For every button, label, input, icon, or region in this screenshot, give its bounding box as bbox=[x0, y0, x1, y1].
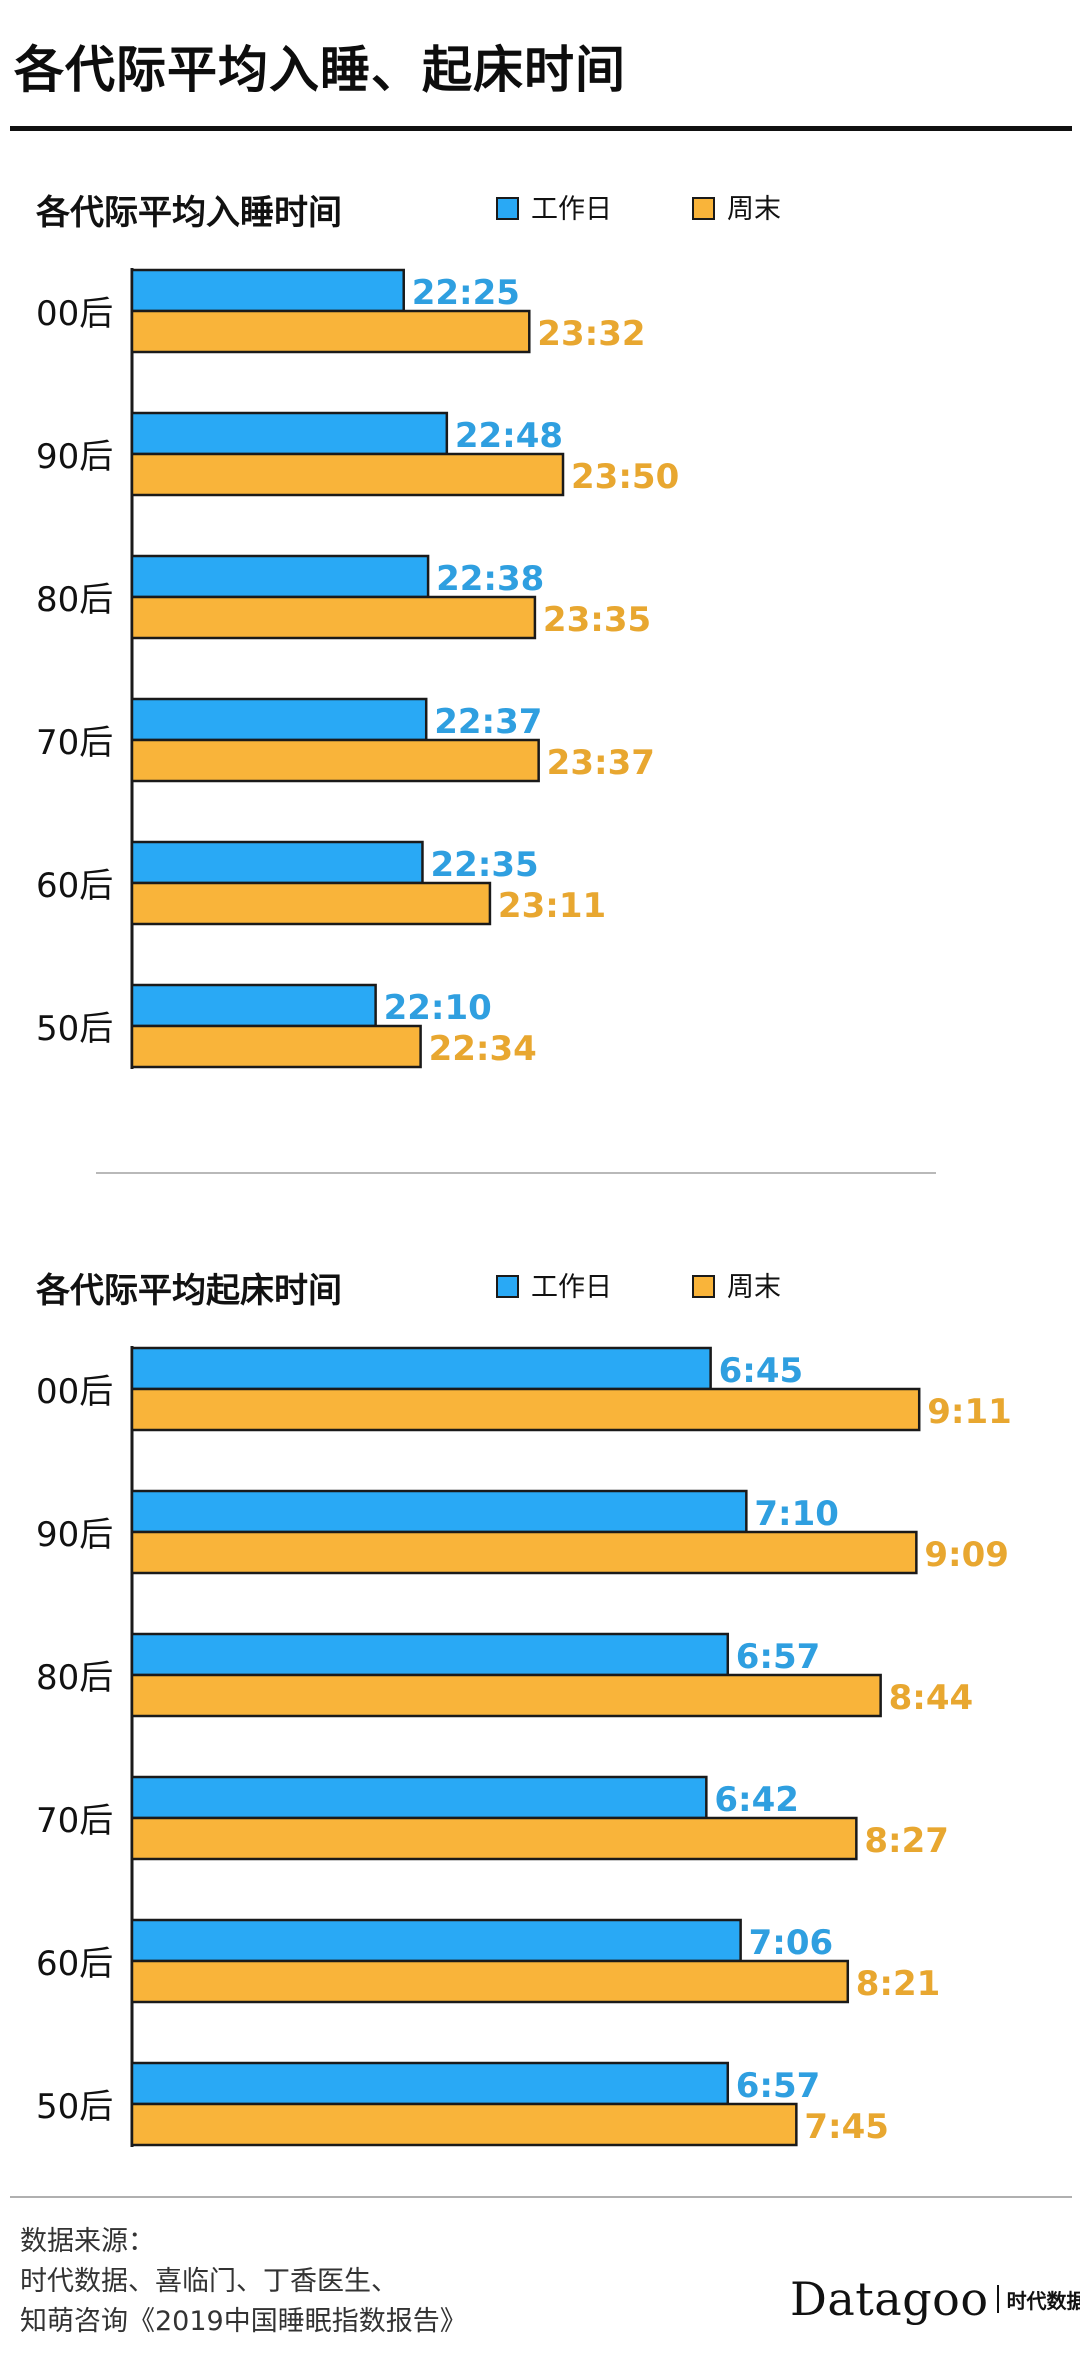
logo-separator bbox=[996, 2285, 999, 2313]
source-line-1: 时代数据、喜临门、丁香医生、 bbox=[20, 2266, 398, 2297]
category-label: 90后 bbox=[36, 437, 113, 477]
source-label: 数据来源： bbox=[20, 2226, 155, 2257]
bar-weekday bbox=[130, 1489, 748, 1534]
bar-weekday bbox=[130, 1775, 708, 1820]
legend-label-weekend: 周末 bbox=[727, 194, 781, 225]
data-label-weekday: 22:25 bbox=[412, 273, 520, 313]
data-label-weekend: 22:34 bbox=[429, 1029, 537, 1069]
bar-weekend bbox=[130, 1530, 918, 1575]
bar-weekend bbox=[130, 1024, 422, 1069]
bar-weekend bbox=[130, 1959, 850, 2004]
data-label-weekend: 8:21 bbox=[856, 1964, 941, 2004]
data-label-weekend: 9:09 bbox=[924, 1535, 1009, 1575]
data-label-weekend: 8:27 bbox=[864, 1821, 949, 1861]
data-label-weekday: 22:48 bbox=[455, 416, 563, 456]
bar-weekday bbox=[130, 1346, 712, 1391]
section-divider bbox=[96, 1172, 936, 1174]
category-label: 60后 bbox=[36, 866, 113, 906]
datagoo-logo: Datagoo 时代数据 bbox=[790, 2272, 1080, 2326]
legend-swatch-weekend bbox=[692, 197, 715, 220]
category-label: 00后 bbox=[36, 1372, 113, 1412]
bedtime-chart: 各代际平均入睡时间 工作日 周末 00后 22:25 23:32 90后 22:4823:50… bbox=[36, 193, 781, 1069]
data-label-weekday: 6:42 bbox=[714, 1780, 799, 1820]
data-label-weekday: 22:37 bbox=[434, 702, 542, 742]
legend-label-weekday: 工作日 bbox=[531, 1272, 612, 1303]
legend-label-weekend: 周末 bbox=[727, 1272, 781, 1303]
data-label-weekday: 6:45 bbox=[719, 1351, 804, 1391]
logo-chinese: 时代数据 bbox=[1006, 2288, 1080, 2313]
bar-weekend bbox=[130, 1673, 882, 1718]
title-rule bbox=[10, 126, 1072, 131]
logo-wordmark: Datagoo bbox=[790, 2272, 989, 2326]
bar-weekend bbox=[130, 452, 565, 497]
data-source: 数据来源： 时代数据、喜临门、丁香医生、 知萌咨询《2019中国睡眠指数报告》 bbox=[20, 2222, 467, 2342]
data-label-weekday: 6:57 bbox=[736, 2066, 821, 2106]
bar-weekday bbox=[130, 983, 377, 1028]
legend-label-weekday: 工作日 bbox=[531, 194, 612, 225]
bar-weekend bbox=[130, 1387, 921, 1432]
data-label-weekday: 22:10 bbox=[384, 988, 492, 1028]
bar-weekend bbox=[130, 881, 492, 926]
legend-swatch-weekday bbox=[496, 197, 519, 220]
data-label-weekday: 7:06 bbox=[749, 1923, 834, 1963]
data-label-weekday: 7:10 bbox=[754, 1494, 839, 1534]
data-label-weekend: 8:44 bbox=[889, 1678, 974, 1718]
data-label-weekend: 7:45 bbox=[804, 2107, 889, 2147]
chart-title: 各代际平均入睡时间 bbox=[36, 193, 342, 233]
waketime-chart: 各代际平均起床时间 工作日 周末 00后 6:45 9:11 90后 7:10 9:09 80后 6… bbox=[36, 1271, 1012, 2147]
data-label-weekend: 23:35 bbox=[543, 600, 651, 640]
chart-title: 各代际平均起床时间 bbox=[36, 1271, 342, 1311]
bar-weekday bbox=[130, 1918, 742, 1963]
source-line-2: 知萌咨询《2019中国睡眠指数报告》 bbox=[20, 2306, 467, 2337]
category-label: 90后 bbox=[36, 1515, 113, 1555]
bar-weekday bbox=[130, 268, 405, 313]
data-label-weekend: 23:11 bbox=[498, 886, 606, 926]
category-label: 70后 bbox=[36, 1801, 113, 1841]
category-label: 80后 bbox=[36, 1658, 113, 1698]
page-title: 各代际平均入睡、起床时间 bbox=[14, 41, 626, 99]
data-label-weekday: 22:35 bbox=[430, 845, 538, 885]
bar-weekday bbox=[130, 1632, 730, 1677]
data-label-weekday: 6:57 bbox=[736, 1637, 821, 1677]
bar-weekend bbox=[130, 738, 540, 783]
legend-swatch-weekend bbox=[692, 1275, 715, 1298]
category-label: 70后 bbox=[36, 723, 113, 763]
bar-weekday bbox=[130, 840, 424, 885]
bar-weekday bbox=[130, 697, 428, 742]
bar-weekday bbox=[130, 554, 430, 599]
category-label: 50后 bbox=[36, 2087, 113, 2127]
category-label: 50后 bbox=[36, 1009, 113, 1049]
data-label-weekend: 23:32 bbox=[537, 314, 645, 354]
data-label-weekend: 23:50 bbox=[571, 457, 679, 497]
category-label: 80后 bbox=[36, 580, 113, 620]
bar-weekend bbox=[130, 1816, 858, 1861]
data-label-weekend: 9:11 bbox=[927, 1392, 1012, 1432]
data-label-weekend: 23:37 bbox=[547, 743, 655, 783]
legend-swatch-weekday bbox=[496, 1275, 519, 1298]
bar-weekend bbox=[130, 309, 531, 354]
footer-rule bbox=[10, 2196, 1072, 2198]
category-label: 60后 bbox=[36, 1944, 113, 1984]
bar-weekday bbox=[130, 411, 449, 456]
bar-weekend bbox=[130, 2102, 798, 2147]
data-label-weekday: 22:38 bbox=[436, 559, 544, 599]
bar-weekday bbox=[130, 2061, 730, 2106]
bar-weekend bbox=[130, 595, 537, 640]
category-label: 00后 bbox=[36, 294, 113, 334]
